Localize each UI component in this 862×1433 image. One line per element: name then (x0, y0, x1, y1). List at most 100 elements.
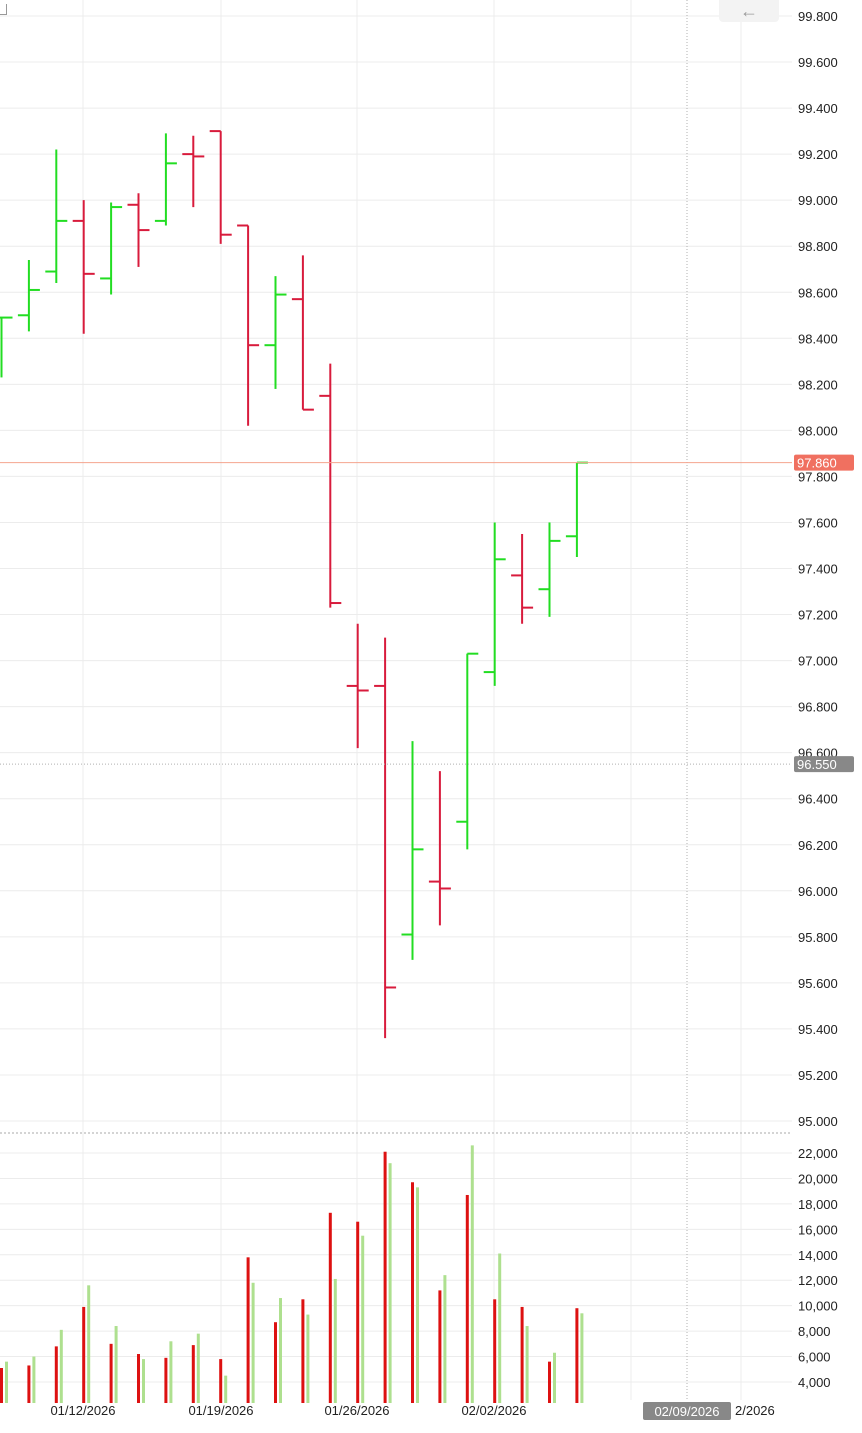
price-bars-layer (0, 130, 588, 1039)
ohlc-bar[interactable] (17, 260, 40, 332)
volume-tick-label: 10,000 (798, 1299, 838, 1314)
ohlc-bar[interactable] (291, 255, 314, 411)
grid-layer (0, 0, 792, 1400)
price-tick-label: 97.600 (798, 515, 838, 530)
price-tick-label: 98.400 (798, 331, 838, 346)
volume-bar-red[interactable] (493, 1299, 497, 1403)
volume-bar-green[interactable] (306, 1314, 310, 1403)
volume-bar-green[interactable] (224, 1375, 228, 1403)
volume-bar-green[interactable] (553, 1352, 556, 1403)
ohlc-bar[interactable] (100, 202, 123, 295)
volume-bar-green[interactable] (361, 1235, 365, 1403)
volume-bar-green[interactable] (59, 1329, 63, 1403)
volume-bar-red[interactable] (137, 1354, 140, 1403)
volume-bar-red[interactable] (575, 1308, 579, 1403)
price-tick-label: 99.800 (798, 9, 838, 24)
volume-bar-green[interactable] (251, 1282, 255, 1403)
partial-date-label: 2/2026 (735, 1403, 775, 1418)
ohlc-bar[interactable] (483, 522, 506, 686)
volume-bar-red[interactable] (328, 1212, 332, 1403)
volume-bar-green[interactable] (279, 1298, 282, 1403)
volume-bar-green[interactable] (32, 1356, 36, 1403)
ohlc-bar[interactable] (127, 193, 150, 267)
volume-bar-green[interactable] (525, 1326, 529, 1403)
price-tick-label: 99.200 (798, 147, 838, 162)
volume-bar-red[interactable] (191, 1345, 195, 1403)
ohlc-bar[interactable] (182, 135, 205, 208)
ohlc-bar[interactable] (346, 623, 369, 749)
ohlc-bar[interactable] (237, 224, 260, 426)
volume-bar-red[interactable] (520, 1306, 524, 1403)
ohlc-bar[interactable] (401, 741, 424, 960)
volume-bar-red[interactable] (356, 1221, 360, 1403)
volume-bar-red[interactable] (438, 1290, 442, 1403)
volume-bar-red[interactable] (383, 1151, 387, 1403)
back-button[interactable]: ← (719, 0, 779, 22)
volume-bar-red[interactable] (27, 1365, 31, 1403)
volume-bar-green[interactable] (114, 1326, 118, 1403)
last-price-badge (794, 454, 854, 471)
volume-bar-red[interactable] (548, 1361, 551, 1403)
volume-tick-label: 14,000 (798, 1248, 838, 1263)
volume-bar-green[interactable] (142, 1359, 145, 1403)
corner-icon (0, 4, 7, 15)
ohlc-bar[interactable] (428, 771, 451, 926)
volume-bar-red[interactable] (411, 1182, 414, 1403)
ohlc-bar[interactable] (264, 276, 287, 389)
price-tick-label: 96.000 (798, 884, 838, 899)
volume-bar-red[interactable] (246, 1257, 250, 1403)
volume-bar-red[interactable] (109, 1343, 113, 1403)
volume-bar-red[interactable] (82, 1306, 86, 1403)
volume-bar-green[interactable] (196, 1333, 200, 1403)
volume-tick-label: 6,000 (798, 1350, 831, 1365)
volume-bar-red[interactable] (219, 1359, 223, 1403)
volume-bar-green[interactable] (470, 1145, 474, 1403)
volume-bar-green[interactable] (388, 1163, 392, 1403)
price-tick-label: 98.000 (798, 423, 838, 438)
volume-bar-red[interactable] (274, 1322, 277, 1403)
volume-bar-green[interactable] (87, 1285, 91, 1403)
ohlc-bar[interactable] (0, 316, 13, 378)
left-arrow-icon: ← (740, 0, 758, 21)
volume-bar-green[interactable] (416, 1187, 419, 1403)
ohlc-bar[interactable] (374, 637, 397, 1039)
volume-bar-red[interactable] (54, 1346, 58, 1403)
ohlc-bar[interactable] (456, 652, 479, 850)
volume-bar-green[interactable] (5, 1361, 8, 1403)
volume-bar-red[interactable] (0, 1368, 3, 1403)
price-tick-label: 97.200 (798, 608, 838, 623)
ohlc-bar[interactable] (511, 533, 534, 624)
ohlc-bar[interactable] (319, 363, 342, 608)
ohlc-bar[interactable] (154, 133, 177, 226)
volume-tick-label: 16,000 (798, 1222, 838, 1237)
volume-bar-green[interactable] (498, 1253, 502, 1403)
price-tick-label: 99.400 (798, 101, 838, 116)
ohlc-bar[interactable] (209, 130, 232, 244)
volume-bar-green[interactable] (333, 1278, 337, 1403)
ohlc-bar[interactable] (538, 522, 561, 617)
volume-bar-red[interactable] (301, 1299, 305, 1403)
volume-bars-layer (0, 1145, 584, 1403)
price-tick-label: 96.400 (798, 792, 838, 807)
price-tick-label: 99.600 (798, 55, 838, 70)
volume-tick-label: 22,000 (798, 1146, 838, 1161)
volume-bar-red[interactable] (164, 1357, 168, 1403)
price-tick-label: 98.600 (798, 285, 838, 300)
price-tick-label: 95.000 (798, 1114, 838, 1129)
volume-tick-label: 18,000 (798, 1197, 838, 1212)
volume-bar-green[interactable] (443, 1275, 447, 1403)
ohlc-bar[interactable] (72, 200, 95, 334)
x-tick-label: 01/12/2026 (50, 1403, 115, 1418)
price-tick-label: 95.800 (798, 930, 838, 945)
volume-bar-green[interactable] (580, 1313, 584, 1403)
ohlc-bar[interactable] (45, 149, 68, 284)
x-tick-label: 01/19/2026 (188, 1403, 253, 1418)
volume-bar-green[interactable] (169, 1341, 173, 1403)
price-tick-label: 97.800 (798, 469, 838, 484)
crosshair-price-label: 96.550 (797, 757, 837, 772)
price-tick-label: 96.200 (798, 838, 838, 853)
volume-tick-label: 8,000 (798, 1324, 831, 1339)
volume-bar-red[interactable] (465, 1194, 469, 1403)
